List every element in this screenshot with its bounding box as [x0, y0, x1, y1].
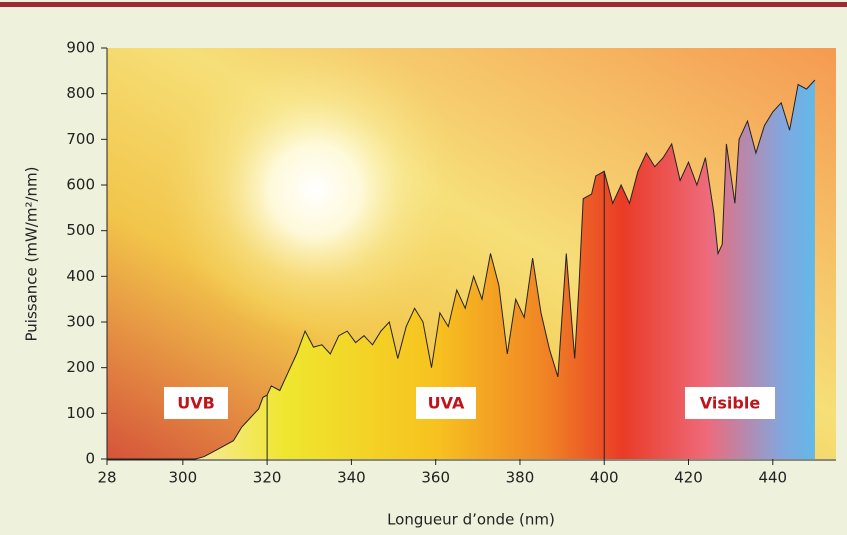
x-tick-label: 380: [506, 469, 535, 487]
y-tick-label: 100: [66, 404, 95, 422]
y-tick-label: 500: [66, 221, 95, 239]
x-tick-label: 28: [97, 469, 116, 487]
x-tick-label: 440: [758, 469, 787, 487]
y-tick-label: 0: [85, 450, 95, 468]
x-tick-label: 400: [590, 469, 619, 487]
chart: Longueur d’onde (nm) Puissance (mW/m²/nm…: [0, 0, 847, 535]
x-tick-label: 360: [421, 469, 450, 487]
y-tick-label: 800: [66, 84, 95, 102]
x-tick-label: 300: [169, 469, 198, 487]
y-tick-label: 400: [66, 267, 95, 285]
y-axis-title: Puissance (mW/m²/nm): [23, 166, 41, 341]
y-tick-label: 900: [66, 39, 95, 57]
region-label: UVA: [428, 394, 465, 413]
region-label: Visible: [700, 394, 761, 413]
y-tick-label: 200: [66, 358, 95, 376]
x-tick-label: 420: [674, 469, 703, 487]
y-tick-label: 300: [66, 313, 95, 331]
x-axis-title: Longueur d’onde (nm): [387, 511, 555, 529]
x-tick-label: 320: [253, 469, 282, 487]
y-tick-label: 600: [66, 176, 95, 194]
region-label: UVB: [177, 394, 215, 413]
y-tick-label: 700: [66, 130, 95, 148]
x-tick-label: 340: [337, 469, 366, 487]
top-bar: [0, 2, 847, 7]
